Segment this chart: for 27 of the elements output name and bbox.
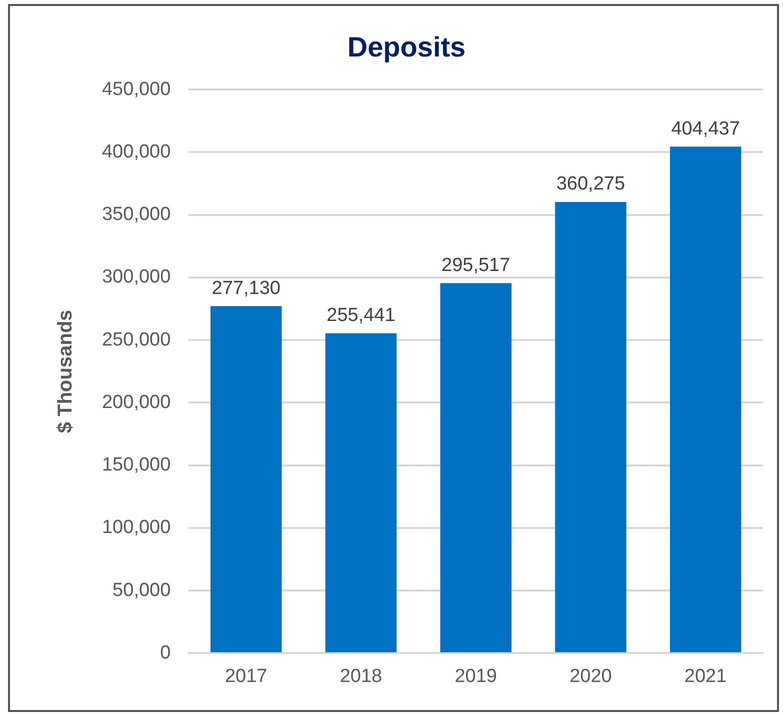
bar: [555, 202, 626, 652]
chart-title: Deposits: [347, 32, 466, 63]
y-tick-label: 150,000: [102, 454, 171, 476]
bar: [325, 333, 397, 652]
bar: [440, 283, 512, 652]
x-tick-label: 2017: [224, 666, 268, 687]
bar: [210, 306, 282, 652]
y-tick-label: 400,000: [102, 141, 171, 162]
y-tick-label: 450,000: [102, 78, 171, 100]
x-tick-label: 2019: [454, 666, 497, 687]
y-tick-label: 250,000: [102, 329, 171, 350]
x-tick-label: 2020: [570, 666, 612, 687]
data-label: 277,130: [212, 278, 280, 299]
y-axis-title: $ Thousands: [54, 310, 77, 434]
x-tick-label: 2021: [684, 666, 727, 687]
y-tick-label: 0: [160, 642, 171, 664]
y-tick-label: 200,000: [102, 392, 171, 413]
x-tick-label: 2018: [340, 666, 382, 687]
bar: [670, 146, 742, 652]
y-tick-label: 100,000: [102, 517, 171, 538]
y-tick-label: 300,000: [102, 266, 171, 288]
data-label: 360,275: [556, 174, 626, 195]
y-tick-label: 50,000: [112, 580, 171, 601]
y-tick-label: 350,000: [102, 204, 171, 226]
data-label: 295,517: [441, 254, 510, 276]
data-label: 404,437: [671, 118, 740, 140]
data-label: 255,441: [326, 305, 396, 326]
